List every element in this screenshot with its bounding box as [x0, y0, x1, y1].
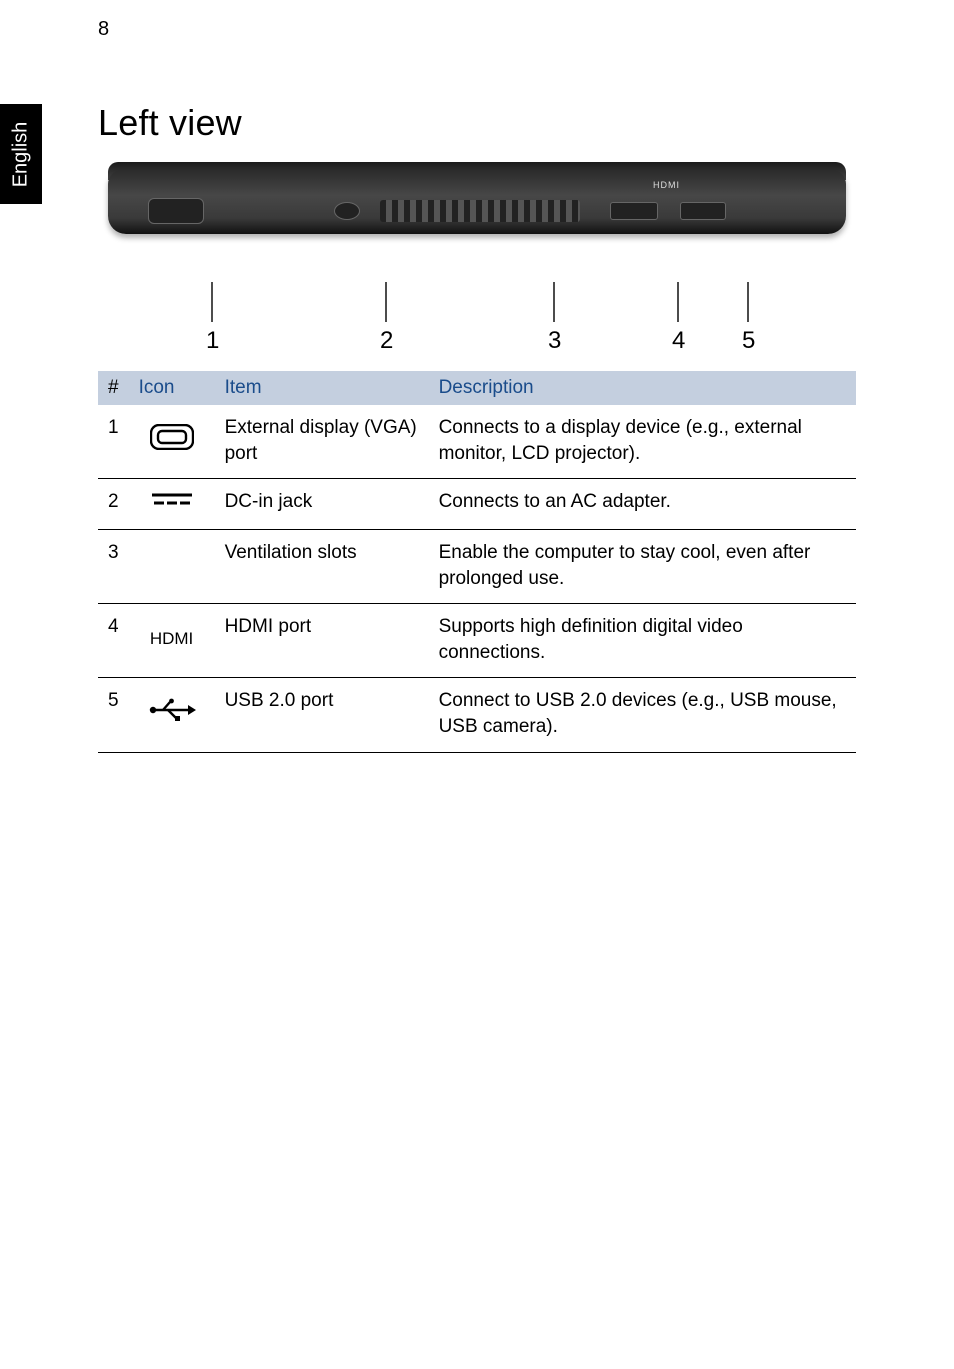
language-tab-label: English — [10, 121, 33, 187]
cell-desc: Connects to a display device (e.g., exte… — [429, 405, 856, 479]
cell-icon — [129, 678, 215, 752]
cell-desc: Connects to an AC adapter. — [429, 479, 856, 530]
language-tab: English — [0, 104, 42, 204]
cell-num: 1 — [98, 405, 129, 479]
laptop-left-side-photo: HDMI — [98, 162, 856, 282]
callout-label-3: 3 — [548, 327, 561, 355]
table-head-row: # Icon Item Description — [98, 371, 856, 405]
cell-item: Ventilation slots — [215, 529, 429, 603]
col-item-header: Item — [215, 371, 429, 405]
callout-labels-row: 1 2 3 4 5 — [98, 327, 856, 359]
table-body: 1 External display (VGA) port Connects t… — [98, 405, 856, 752]
table-head: # Icon Item Description — [98, 371, 856, 405]
ventilation-slots-icon — [380, 200, 580, 222]
cell-icon — [129, 479, 215, 530]
table-row: 1 External display (VGA) port Connects t… — [98, 405, 856, 479]
cell-num: 5 — [98, 678, 129, 752]
page: 8 English Left view HDMI 1 2 — [0, 0, 954, 1369]
cell-icon — [129, 405, 215, 479]
cell-num: 3 — [98, 529, 129, 603]
callout-label-4: 4 — [672, 327, 685, 355]
hdmi-silk-label: HDMI — [653, 180, 680, 190]
page-number: 8 — [98, 18, 109, 41]
left-view-figure: HDMI 1 2 3 4 5 — [98, 162, 856, 359]
ports-table: # Icon Item Description 1 External displ… — [98, 371, 856, 753]
section-heading: Left view — [98, 102, 856, 144]
usb-port-icon — [680, 202, 726, 220]
cell-item: HDMI port — [215, 604, 429, 678]
table-row: 2 DC-in jack Connects to an AC adapter. — [98, 479, 856, 530]
table-row: 4 HDMI HDMI port Supports high definitio… — [98, 604, 856, 678]
dc-icon — [152, 489, 192, 509]
cell-desc: Supports high definition digital video c… — [429, 604, 856, 678]
callout-label-2: 2 — [380, 327, 393, 355]
vga-port-icon — [148, 198, 204, 224]
dc-jack-icon — [334, 202, 360, 220]
cell-desc: Connect to USB 2.0 devices (e.g., USB mo… — [429, 678, 856, 752]
col-icon-header: Icon — [129, 371, 215, 405]
callout-label-5: 5 — [742, 327, 755, 355]
cell-item: USB 2.0 port — [215, 678, 429, 752]
port-strip — [118, 196, 836, 226]
cell-num: 4 — [98, 604, 129, 678]
col-desc-header: Description — [429, 371, 856, 405]
cell-item: DC-in jack — [215, 479, 429, 530]
col-number-header: # — [98, 371, 129, 405]
cell-item: External display (VGA) port — [215, 405, 429, 479]
cell-icon — [129, 529, 215, 603]
cell-icon: HDMI — [129, 604, 215, 678]
cell-num: 2 — [98, 479, 129, 530]
callout-label-1: 1 — [206, 327, 219, 355]
hdmi-port-icon — [610, 202, 658, 220]
vga-icon — [150, 424, 194, 450]
cell-desc: Enable the computer to stay cool, even a… — [429, 529, 856, 603]
leader-lines — [98, 282, 856, 322]
usb-icon — [148, 697, 196, 723]
table-row: 3 Ventilation slots Enable the computer … — [98, 529, 856, 603]
table-row: 5 USB 2.0 port Connect to USB 2.0 device… — [98, 678, 856, 752]
